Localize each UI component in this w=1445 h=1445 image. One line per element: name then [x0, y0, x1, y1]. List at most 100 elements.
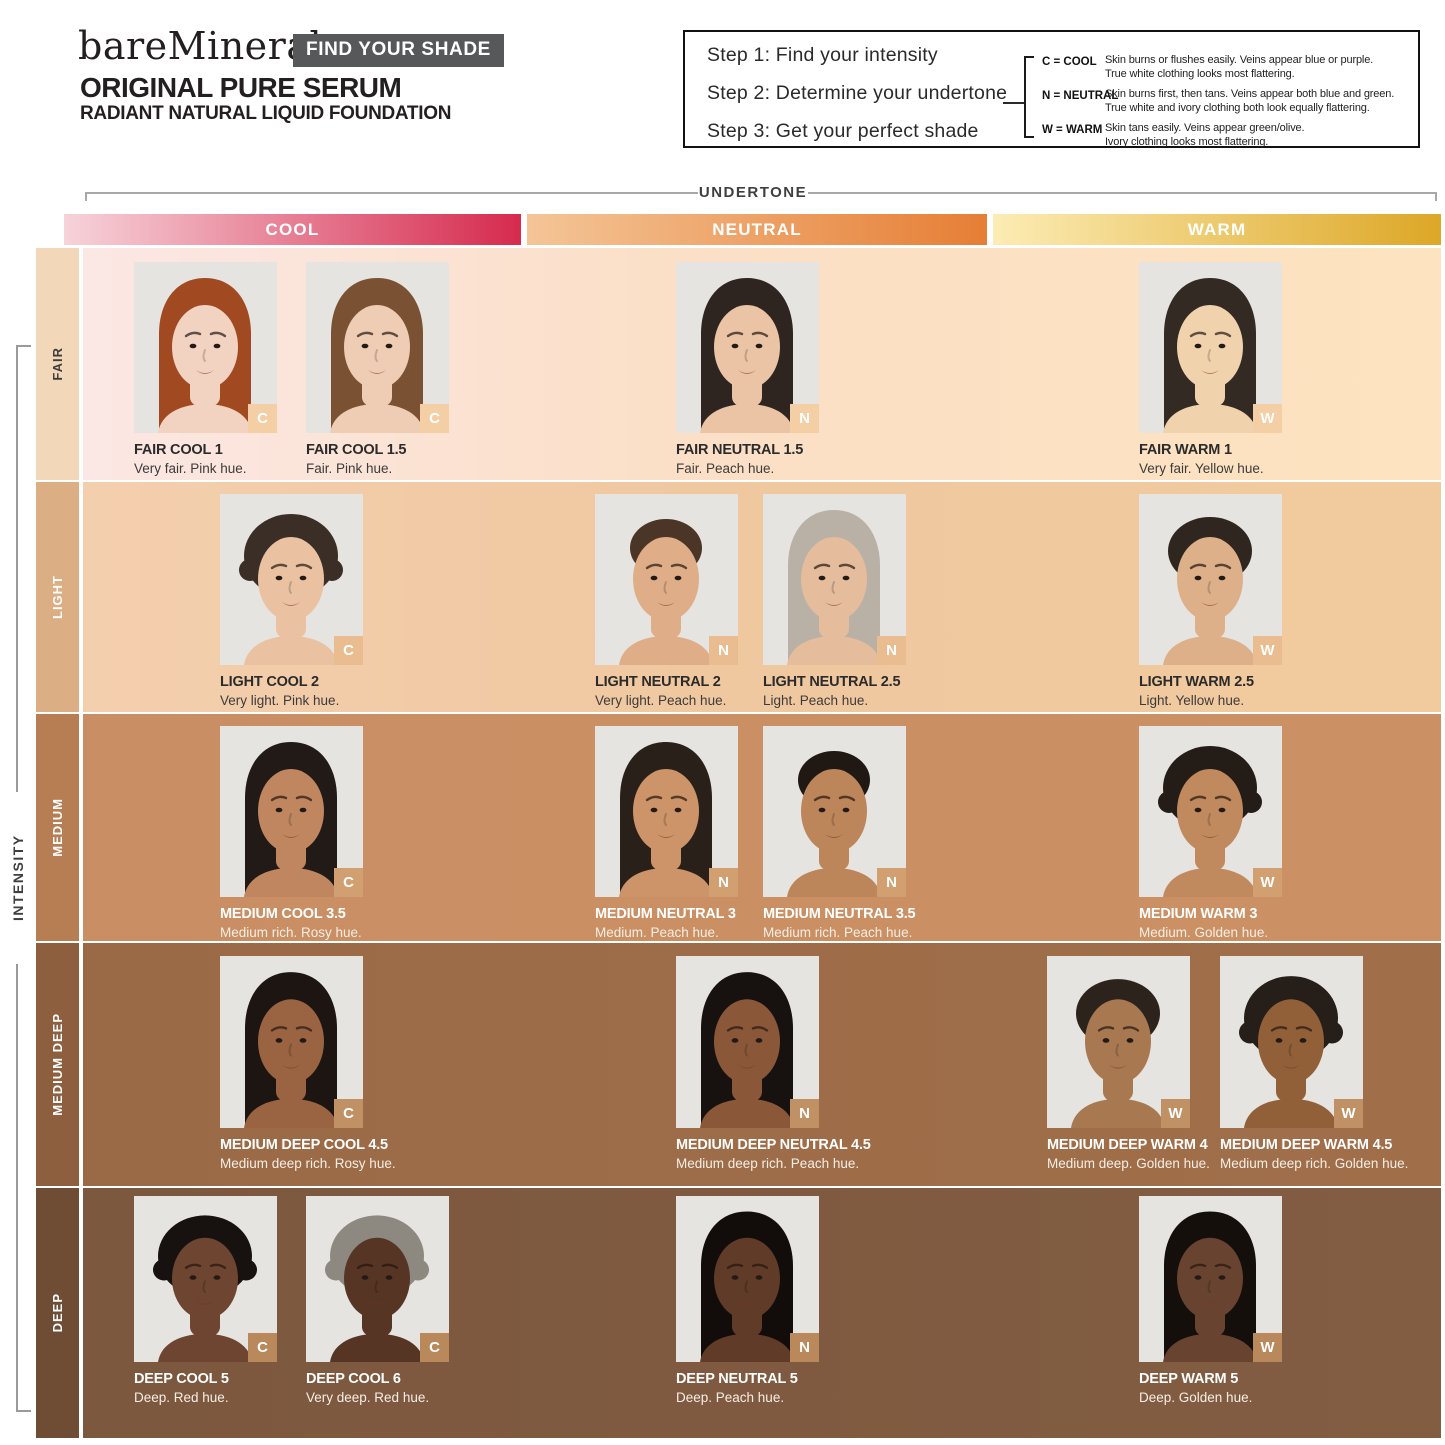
undertone-badge: N: [709, 868, 738, 897]
model-photo-medium-deep-neutral-4-5: N: [676, 956, 819, 1128]
shade-name: FAIR COOL 1.5: [306, 442, 407, 458]
intensity-row-label: DEEP: [50, 1293, 65, 1333]
model-photo-medium-cool-3-5: C: [220, 726, 363, 897]
undertone-bracket-left: [85, 192, 698, 194]
intensity-bracket-tick-bottom: [16, 1410, 31, 1412]
undertone-badge: W: [1253, 868, 1282, 897]
model-photo-fair-neutral-1-5: N: [676, 262, 819, 433]
shade-description: Very light. Peach hue.: [595, 693, 727, 708]
shade-description: Medium deep rich. Peach hue.: [676, 1156, 860, 1171]
shade-name: MEDIUM DEEP WARM 4.5: [1220, 1137, 1393, 1153]
shade-cell-light-neutral-2: N LIGHT NEUTRAL 2 Very light. Peach hue.: [595, 494, 740, 708]
find-your-shade-badge: FIND YOUR SHADE: [293, 34, 504, 67]
undertone-badge: C: [334, 868, 363, 897]
undertone-badge: C: [248, 404, 277, 433]
undertone-badge: N: [790, 1333, 819, 1362]
intensity-bracket-tick-top: [16, 345, 31, 347]
undertone-bracket-tick-left: [85, 192, 87, 201]
intensity-strip-medium: MEDIUM: [36, 714, 79, 941]
shade-name: MEDIUM DEEP WARM 4: [1047, 1137, 1208, 1153]
legend-key-warm: W = WARM: [1042, 124, 1103, 136]
shade-name: MEDIUM WARM 3: [1139, 906, 1258, 922]
undertone-badge: N: [790, 404, 819, 433]
model-photo-medium-neutral-3-5: N: [763, 726, 906, 897]
undertone-column-label: NEUTRAL: [712, 219, 802, 239]
shade-name: MEDIUM NEUTRAL 3: [595, 906, 736, 922]
undertone-badge: W: [1253, 636, 1282, 665]
undertone-badge: C: [420, 404, 449, 433]
steps-panel: Step 1: Find your intensity Step 2: Dete…: [683, 30, 1420, 148]
shade-cell-fair-cool-1: C FAIR COOL 1 Very fair. Pink hue.: [134, 262, 279, 476]
model-photo-light-warm-2-5: W: [1139, 494, 1282, 665]
undertone-column-label: COOL: [265, 219, 320, 239]
shade-cell-medium-deep-warm-4: W MEDIUM DEEP WARM 4 Medium deep. Golden h…: [1047, 956, 1210, 1171]
shade-description: Very fair. Pink hue.: [134, 461, 247, 476]
shade-description: Very light. Pink hue.: [220, 693, 340, 708]
undertone-column-neutral: NEUTRAL: [527, 214, 987, 245]
legend-key-neutral: N = NEUTRAL: [1042, 90, 1119, 102]
model-photo-medium-neutral-3: N: [595, 726, 738, 897]
shade-cell-deep-cool-5: C DEEP COOL 5 Deep. Red hue.: [134, 1196, 279, 1405]
shade-name: MEDIUM DEEP COOL 4.5: [220, 1137, 388, 1153]
shade-name: DEEP COOL 6: [306, 1371, 401, 1387]
intensity-row-label: LIGHT: [50, 575, 65, 619]
undertone-badge: N: [877, 636, 906, 665]
model-photo-deep-neutral-5: N: [676, 1196, 819, 1362]
undertone-badge: N: [790, 1099, 819, 1128]
undertone-bracket-tick-right: [1435, 192, 1437, 201]
shade-description: Light. Yellow hue.: [1139, 693, 1245, 708]
intensity-row-label: MEDIUM DEEP: [50, 1013, 65, 1116]
shade-description: Light. Peach hue.: [763, 693, 869, 708]
legend-bracket: [1024, 56, 1034, 138]
undertone-column-label: WARM: [1187, 219, 1247, 239]
undertone-badge: N: [877, 868, 906, 897]
shade-name: DEEP COOL 5: [134, 1371, 229, 1387]
intensity-strip-deep: DEEP: [36, 1188, 79, 1438]
model-photo-fair-warm-1: W: [1139, 262, 1282, 433]
shade-name: DEEP NEUTRAL 5: [676, 1371, 798, 1387]
shade-name: LIGHT NEUTRAL 2: [595, 674, 721, 690]
model-photo-medium-warm-3: W: [1139, 726, 1282, 897]
shade-cell-fair-cool-1-5: C FAIR COOL 1.5 Fair. Pink hue.: [306, 262, 451, 476]
intensity-strip-light: LIGHT: [36, 482, 79, 712]
legend-desc-neutral: Skin burns first, then tans. Veins appea…: [1105, 88, 1395, 114]
product-name: ORIGINAL PURE SERUM: [80, 72, 402, 103]
intensity-row-label: FAIR: [50, 347, 65, 381]
undertone-badge: C: [248, 1333, 277, 1362]
step-3: Step 3: Get your perfect shade: [707, 120, 979, 142]
step-1: Step 1: Find your intensity: [707, 44, 938, 66]
undertone-badge: W: [1334, 1099, 1363, 1128]
shade-cell-fair-warm-1: W FAIR WARM 1 Very fair. Yellow hue.: [1139, 262, 1284, 476]
shade-description: Medium. Peach hue.: [595, 925, 719, 940]
undertone-badge: W: [1161, 1099, 1190, 1128]
undertone-badge: W: [1253, 1333, 1282, 1362]
shade-description: Deep. Red hue.: [134, 1390, 229, 1405]
shade-cell-fair-neutral-1-5: N FAIR NEUTRAL 1.5 Fair. Peach hue.: [676, 262, 821, 476]
shade-name: LIGHT COOL 2: [220, 674, 319, 690]
shade-cell-medium-deep-warm-4-5: W MEDIUM DEEP WARM 4.5 Medium deep rich. G…: [1220, 956, 1409, 1171]
shade-name: MEDIUM NEUTRAL 3.5: [763, 906, 916, 922]
model-photo-medium-deep-warm-4: W: [1047, 956, 1190, 1128]
model-photo-light-cool-2: C: [220, 494, 363, 665]
undertone-column-warm: WARM: [993, 214, 1441, 245]
undertone-column-cool: COOL: [64, 214, 521, 245]
shade-description: Medium deep rich. Golden hue.: [1220, 1156, 1409, 1171]
shade-name: FAIR WARM 1: [1139, 442, 1232, 458]
model-photo-medium-deep-cool-4-5: C: [220, 956, 363, 1128]
model-photo-fair-cool-1-5: C: [306, 262, 449, 433]
model-photo-deep-cool-6: C: [306, 1196, 449, 1362]
shade-description: Medium rich. Rosy hue.: [220, 925, 362, 940]
model-photo-medium-deep-warm-4-5: W: [1220, 956, 1363, 1128]
shade-description: Medium deep. Golden hue.: [1047, 1156, 1210, 1171]
legend-key-cool: C = COOL: [1042, 56, 1097, 68]
shade-name: LIGHT WARM 2.5: [1139, 674, 1254, 690]
undertone-bracket-right: [808, 192, 1437, 194]
shade-cell-deep-neutral-5: N DEEP NEUTRAL 5 Deep. Peach hue.: [676, 1196, 821, 1405]
shade-cell-deep-cool-6: C DEEP COOL 6 Very deep. Red hue.: [306, 1196, 451, 1405]
shade-description: Medium. Golden hue.: [1139, 925, 1269, 940]
model-photo-fair-cool-1: C: [134, 262, 277, 433]
undertone-badge: C: [334, 1099, 363, 1128]
intensity-row-label: MEDIUM: [50, 798, 65, 857]
shade-description: Very fair. Yellow hue.: [1139, 461, 1264, 476]
